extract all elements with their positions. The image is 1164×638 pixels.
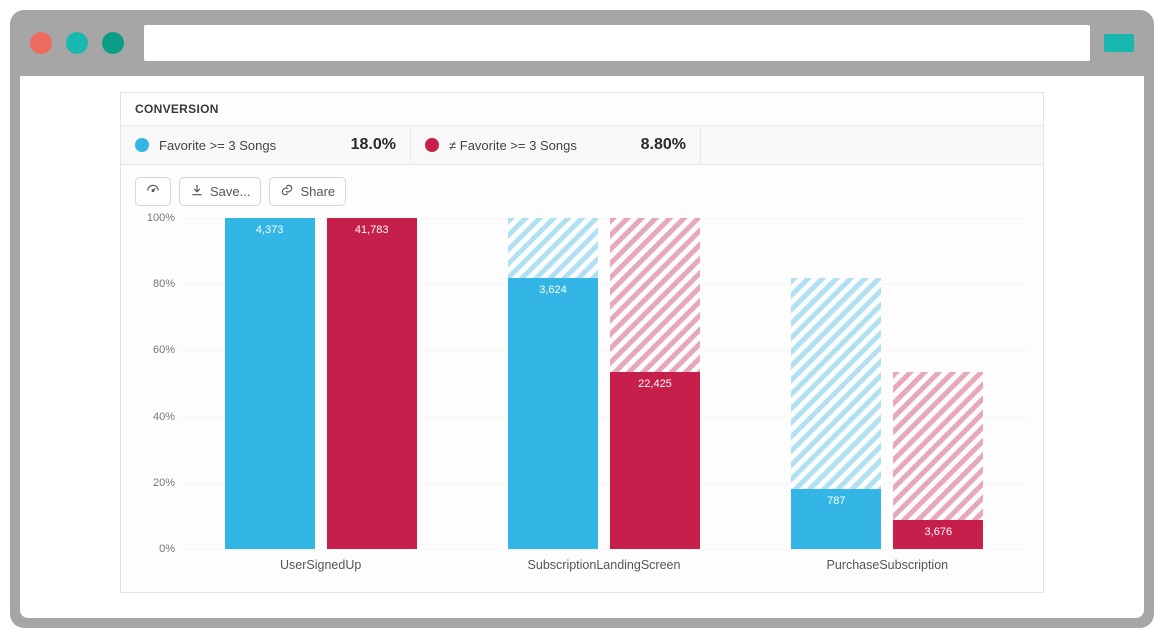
traffic-lights [30, 32, 124, 54]
conversion-panel: CONVERSION Favorite >= 3 Songs 18.0% ≠ F… [120, 92, 1044, 593]
gauge-icon [146, 183, 160, 200]
legend-item-b[interactable]: ≠ Favorite >= 3 Songs 8.80% [411, 126, 701, 164]
chart-area: 4,37341,7833,62422,4257873,676 0%20%40%6… [179, 218, 1029, 578]
y-tick-label: 40% [135, 411, 175, 423]
download-icon [190, 183, 204, 200]
bar-value-label: 3,676 [893, 526, 983, 538]
y-tick-label: 60% [135, 344, 175, 356]
browser-chrome [10, 10, 1154, 76]
url-action[interactable] [1104, 34, 1134, 52]
bar-solid: 787 [791, 489, 881, 549]
y-tick-label: 100% [135, 212, 175, 224]
chart-toolbar: Save... Share [121, 165, 1043, 218]
legend-swatch-b [425, 138, 439, 152]
y-tick-label: 0% [135, 543, 175, 555]
bar[interactable]: 3,624 [508, 218, 598, 549]
x-category-label: UserSignedUp [179, 550, 462, 578]
bar-value-label: 3,624 [508, 284, 598, 296]
x-category-label: PurchaseSubscription [746, 550, 1029, 578]
bar[interactable]: 41,783 [327, 218, 417, 549]
save-label: Save... [210, 184, 250, 199]
bar-solid: 22,425 [610, 372, 700, 549]
bar-solid: 4,373 [225, 218, 315, 549]
bar[interactable]: 4,373 [225, 218, 315, 549]
y-tick-label: 80% [135, 278, 175, 290]
bar-value-label: 4,373 [225, 224, 315, 236]
url-bar[interactable] [144, 25, 1090, 61]
bar-value-label: 41,783 [327, 224, 417, 236]
chart: 4,373 41,783 3,624 22,425 787 3,676 0% 20% 40% 6… [121, 218, 1043, 592]
dashboard-button[interactable] [135, 177, 171, 206]
bar-value-label: 787 [791, 495, 881, 507]
browser-frame: CONVERSION Favorite >= 3 Songs 18.0% ≠ F… [10, 10, 1154, 628]
y-tick-label: 20% [135, 477, 175, 489]
dot-close[interactable] [30, 32, 52, 54]
page-viewport: CONVERSION Favorite >= 3 Songs 18.0% ≠ F… [20, 76, 1144, 618]
legend-item-a[interactable]: Favorite >= 3 Songs 18.0% [121, 126, 411, 164]
x-axis: UserSignedUpSubscriptionLandingScreenPur… [179, 550, 1029, 578]
legend-label-b: ≠ Favorite >= 3 Songs [449, 138, 577, 153]
bar-value-label: 22,425 [610, 378, 700, 390]
share-button[interactable]: Share [269, 177, 346, 206]
bar[interactable]: 787 [791, 218, 881, 549]
bar-group: 787 3,676 [746, 218, 1029, 549]
bar-solid: 41,783 [327, 218, 417, 549]
save-button[interactable]: Save... [179, 177, 261, 206]
legend-value-b: 8.80% [641, 136, 686, 154]
bar-solid: 3,624 [508, 278, 598, 549]
bar[interactable]: 22,425 [610, 218, 700, 549]
dot-zoom[interactable] [102, 32, 124, 54]
plot-region: 4,37341,7833,62422,4257873,676 0%20%40%6… [179, 218, 1029, 550]
legend-row: Favorite >= 3 Songs 18.0% ≠ Favorite >= … [121, 126, 1043, 165]
bar[interactable]: 3,676 [893, 218, 983, 549]
legend-label-a: Favorite >= 3 Songs [159, 138, 276, 153]
x-category-label: SubscriptionLandingScreen [462, 550, 745, 578]
share-label: Share [300, 184, 335, 199]
legend-value-a: 18.0% [351, 136, 396, 154]
dot-minimize[interactable] [66, 32, 88, 54]
panel-title: CONVERSION [121, 93, 1043, 126]
bar-groups: 4,373 41,783 3,624 22,425 787 3,676 [179, 218, 1029, 549]
legend-swatch-a [135, 138, 149, 152]
link-icon [280, 183, 294, 200]
bar-group: 4,373 41,783 [179, 218, 462, 549]
bar-solid: 3,676 [893, 520, 983, 549]
bar-group: 3,624 22,425 [462, 218, 745, 549]
